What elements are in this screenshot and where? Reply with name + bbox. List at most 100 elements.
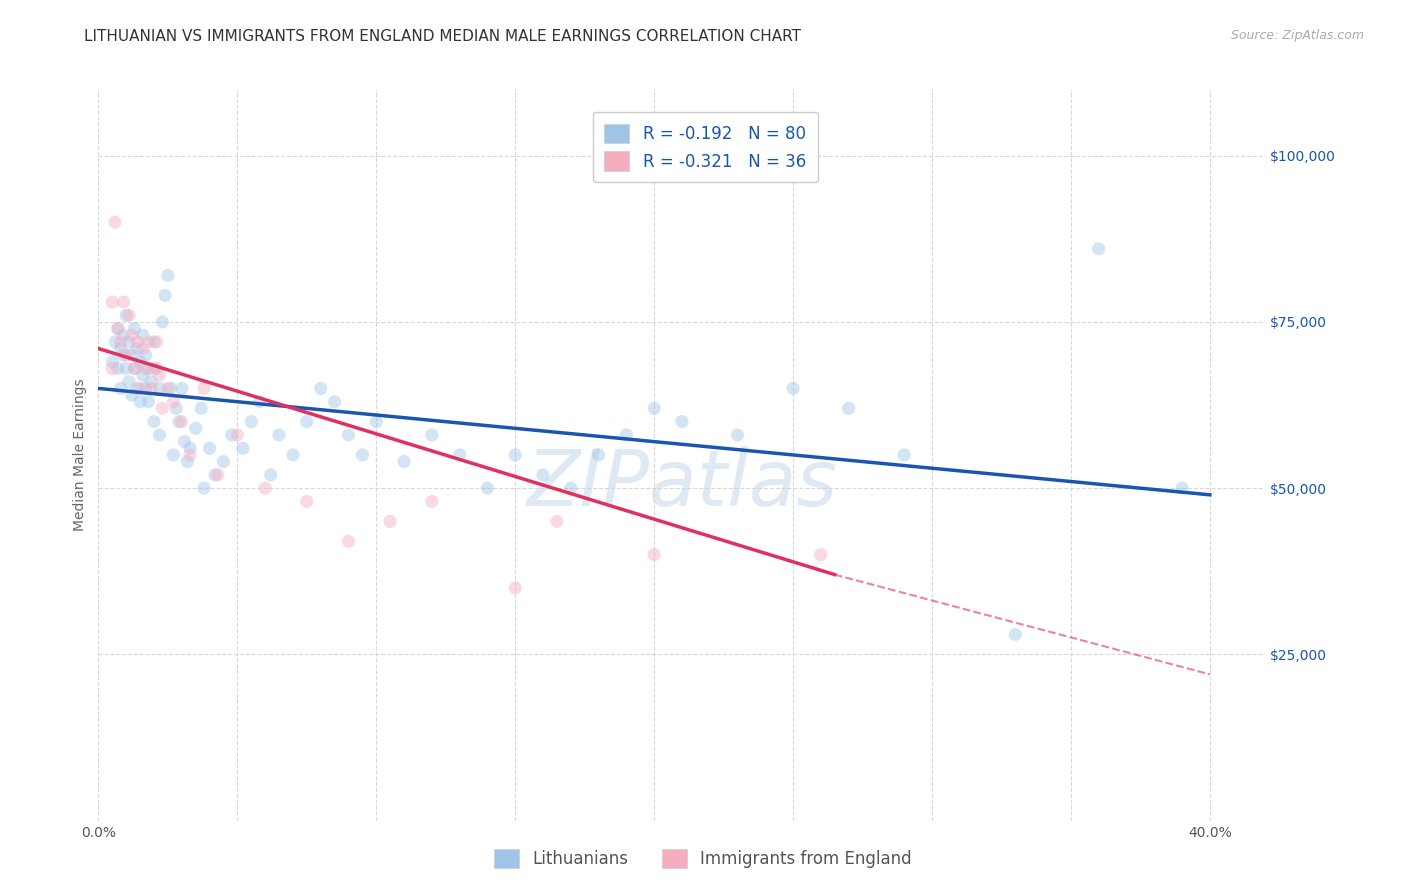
Point (249, 394, 271, 409)
Point (295, 494, 318, 508)
Point (337, 534, 360, 549)
Point (190, 401, 212, 416)
Point (671, 415, 693, 429)
Point (107, 321, 129, 335)
Point (143, 334, 166, 349)
Point (104, 334, 127, 349)
Point (546, 515, 568, 529)
Point (118, 334, 141, 349)
Point (110, 381, 132, 395)
Point (112, 328, 135, 343)
Point (295, 415, 318, 429)
Point (135, 361, 157, 376)
Point (352, 448, 374, 462)
Point (156, 268, 179, 283)
Point (107, 321, 129, 335)
Point (148, 368, 170, 383)
Point (156, 381, 179, 395)
Point (614, 428, 637, 442)
Point (782, 381, 804, 395)
Point (380, 515, 402, 529)
Point (162, 448, 184, 462)
Point (838, 401, 860, 416)
Point (146, 334, 169, 349)
Point (112, 348, 135, 362)
Point (138, 334, 160, 349)
Point (531, 467, 554, 482)
Point (449, 448, 471, 462)
Point (260, 467, 283, 482)
Point (143, 361, 166, 376)
Point (138, 361, 160, 376)
Point (170, 381, 193, 395)
Point (323, 394, 346, 409)
Point (309, 381, 332, 395)
Legend: R = -0.192   N = 80, R = -0.321   N = 36: R = -0.192 N = 80, R = -0.321 N = 36 (593, 112, 818, 182)
Y-axis label: Median Male Earnings: Median Male Earnings (73, 378, 87, 532)
Point (153, 288, 176, 302)
Point (159, 381, 181, 395)
Point (176, 454, 198, 468)
Point (240, 415, 263, 429)
Point (112, 295, 135, 310)
Point (129, 381, 152, 395)
Text: ZIPatlas: ZIPatlas (526, 446, 838, 522)
Point (337, 428, 360, 442)
Point (560, 481, 582, 495)
Point (132, 368, 155, 383)
Point (254, 481, 277, 495)
Point (115, 361, 138, 376)
Point (127, 334, 149, 349)
Point (179, 448, 201, 462)
Point (127, 342, 149, 356)
Point (588, 448, 610, 462)
Point (101, 361, 124, 376)
Point (110, 342, 132, 356)
Point (132, 328, 155, 343)
Point (162, 394, 184, 409)
Point (150, 401, 173, 416)
Point (118, 375, 141, 389)
Point (366, 415, 388, 429)
Point (212, 454, 235, 468)
Point (193, 381, 215, 395)
Point (135, 348, 157, 362)
Point (207, 467, 229, 482)
Text: LITHUANIAN VS IMMIGRANTS FROM ENGLAND MEDIAN MALE EARNINGS CORRELATION CHART: LITHUANIAN VS IMMIGRANTS FROM ENGLAND ME… (84, 29, 801, 44)
Point (221, 428, 243, 442)
Point (148, 381, 170, 395)
Point (167, 415, 190, 429)
Point (124, 361, 146, 376)
Point (420, 428, 443, 442)
Point (104, 215, 127, 229)
Point (107, 361, 129, 376)
Point (118, 308, 141, 322)
Point (204, 467, 226, 482)
Point (115, 348, 138, 362)
Point (101, 355, 124, 369)
Point (281, 448, 304, 462)
Point (132, 342, 155, 356)
Point (129, 355, 152, 369)
Point (503, 581, 526, 595)
Point (170, 415, 193, 429)
Text: Source: ZipAtlas.com: Source: ZipAtlas.com (1230, 29, 1364, 42)
Point (232, 442, 254, 456)
Point (150, 315, 173, 329)
Point (198, 442, 221, 456)
Point (267, 428, 290, 442)
Point (643, 548, 665, 562)
Point (121, 388, 143, 402)
Point (129, 394, 152, 409)
Point (146, 361, 169, 376)
Point (173, 434, 195, 449)
Point (124, 321, 146, 335)
Point (124, 361, 146, 376)
Point (392, 454, 415, 468)
Point (179, 442, 201, 456)
Point (1004, 627, 1026, 641)
Point (165, 401, 187, 416)
Point (121, 348, 143, 362)
Point (138, 394, 160, 409)
Point (143, 415, 166, 429)
